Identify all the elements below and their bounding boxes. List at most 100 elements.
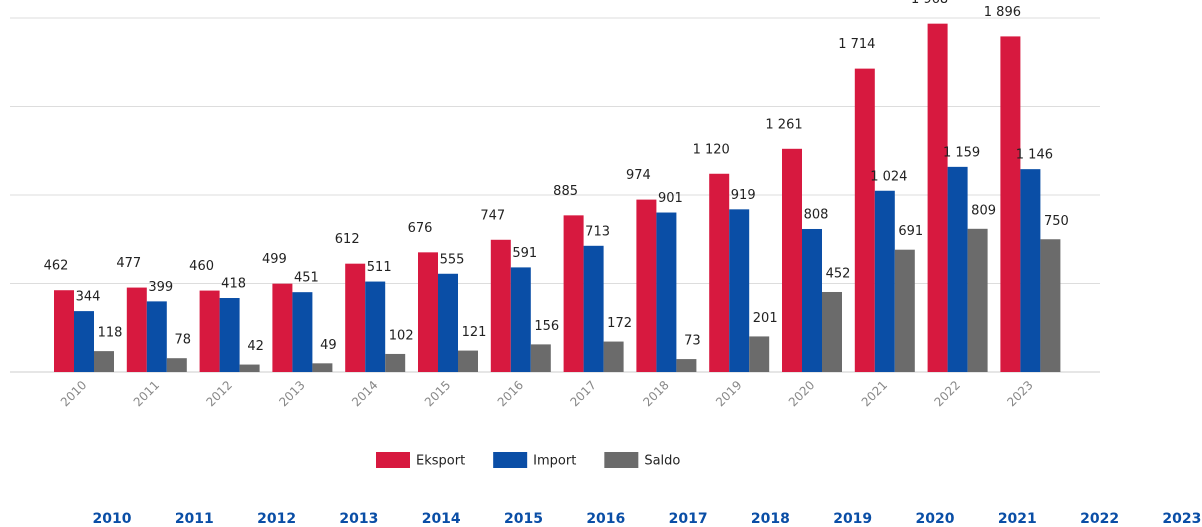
bar xyxy=(146,301,167,372)
value-label: 1 968 xyxy=(911,0,948,7)
bar xyxy=(272,283,293,372)
bar xyxy=(458,350,478,372)
value-label: 1 261 xyxy=(765,117,802,132)
legend-label: Import xyxy=(533,454,576,469)
value-label: 713 xyxy=(585,224,610,239)
value-label: 399 xyxy=(148,280,173,295)
value-label: 477 xyxy=(116,256,141,271)
bar xyxy=(822,291,842,372)
value-label: 747 xyxy=(480,208,505,223)
value-label: 555 xyxy=(440,252,465,267)
bar xyxy=(490,239,511,372)
bar xyxy=(854,68,875,372)
x-tick-label: 2010 xyxy=(58,378,89,409)
legend-swatch xyxy=(604,452,639,468)
value-label: 460 xyxy=(189,259,214,274)
bar xyxy=(1000,36,1021,373)
value-label: 750 xyxy=(1044,214,1069,229)
legend-swatch xyxy=(376,452,410,468)
bar xyxy=(292,292,313,372)
bar xyxy=(166,358,187,372)
value-label: 452 xyxy=(826,266,851,281)
x-tick-label: 2012 xyxy=(203,378,234,409)
bar xyxy=(345,263,366,372)
bar xyxy=(583,245,604,372)
value-label: 591 xyxy=(512,246,537,261)
bar xyxy=(54,290,74,372)
value-label: 172 xyxy=(607,316,632,331)
bar xyxy=(438,273,458,372)
value-label: 676 xyxy=(408,221,433,236)
value-label: 901 xyxy=(658,191,683,206)
year-tab: 2017 xyxy=(669,511,708,527)
value-label: 974 xyxy=(626,168,651,183)
bar xyxy=(636,199,657,372)
value-label: 691 xyxy=(898,224,923,239)
value-label: 1 896 xyxy=(984,5,1021,20)
bar xyxy=(749,336,770,372)
bar xyxy=(894,249,915,372)
value-label: 1 146 xyxy=(1016,148,1053,163)
year-tab: 2014 xyxy=(422,511,461,527)
year-tab: 2021 xyxy=(998,511,1037,527)
bar xyxy=(530,344,551,372)
x-tick-label: 2023 xyxy=(1004,378,1035,409)
bar xyxy=(782,148,802,372)
bar xyxy=(927,23,948,372)
x-tick-label: 2011 xyxy=(131,378,162,409)
year-tab: 2013 xyxy=(339,511,378,527)
value-label: 344 xyxy=(76,290,101,305)
year-tab: 2022 xyxy=(1080,511,1119,527)
year-tab: 2015 xyxy=(504,511,543,527)
value-label: 808 xyxy=(804,207,829,222)
x-tick-label: 2013 xyxy=(276,378,307,409)
value-label: 462 xyxy=(44,259,69,274)
value-label: 78 xyxy=(175,333,192,348)
bar xyxy=(709,173,730,372)
x-tick-label: 2020 xyxy=(786,378,817,409)
bar xyxy=(312,363,333,372)
x-tick-label: 2016 xyxy=(495,378,526,409)
bar xyxy=(676,359,697,372)
bar xyxy=(126,287,147,372)
year-tab: 2020 xyxy=(916,511,955,527)
bar xyxy=(563,215,584,372)
bar xyxy=(729,209,750,372)
value-label: 885 xyxy=(553,184,578,199)
value-label: 156 xyxy=(534,319,559,334)
bar xyxy=(874,190,895,372)
x-tick-label: 2018 xyxy=(640,378,671,409)
value-label: 418 xyxy=(221,277,246,292)
value-label: 1 024 xyxy=(870,169,907,184)
bar xyxy=(510,267,531,372)
bar xyxy=(1040,239,1061,372)
value-label: 809 xyxy=(971,203,996,218)
value-label: 511 xyxy=(367,260,392,275)
value-label: 1 714 xyxy=(838,37,875,52)
x-tick-label: 2014 xyxy=(349,378,380,409)
legend-swatch xyxy=(493,452,528,468)
legend-label: Saldo xyxy=(644,454,680,469)
year-tab: 2023 xyxy=(1162,511,1201,527)
bar xyxy=(603,341,624,372)
year-tab: 2016 xyxy=(586,511,625,527)
bar xyxy=(385,353,406,372)
legend-label: Eksport xyxy=(416,454,465,469)
bar xyxy=(74,311,94,372)
x-tick-label: 2017 xyxy=(567,378,598,409)
bar xyxy=(239,364,260,372)
value-label: 121 xyxy=(462,325,487,340)
bar xyxy=(967,228,988,372)
bar xyxy=(418,252,438,372)
bar xyxy=(947,166,968,372)
value-label: 1 159 xyxy=(943,145,980,160)
value-label: 201 xyxy=(753,311,778,326)
value-label: 118 xyxy=(98,326,123,341)
x-tick-label: 2019 xyxy=(713,378,744,409)
value-label: 919 xyxy=(731,188,756,203)
value-label: 49 xyxy=(320,338,337,353)
year-tab: 2018 xyxy=(751,511,790,527)
value-label: 1 120 xyxy=(693,142,730,157)
value-label: 73 xyxy=(684,334,701,349)
